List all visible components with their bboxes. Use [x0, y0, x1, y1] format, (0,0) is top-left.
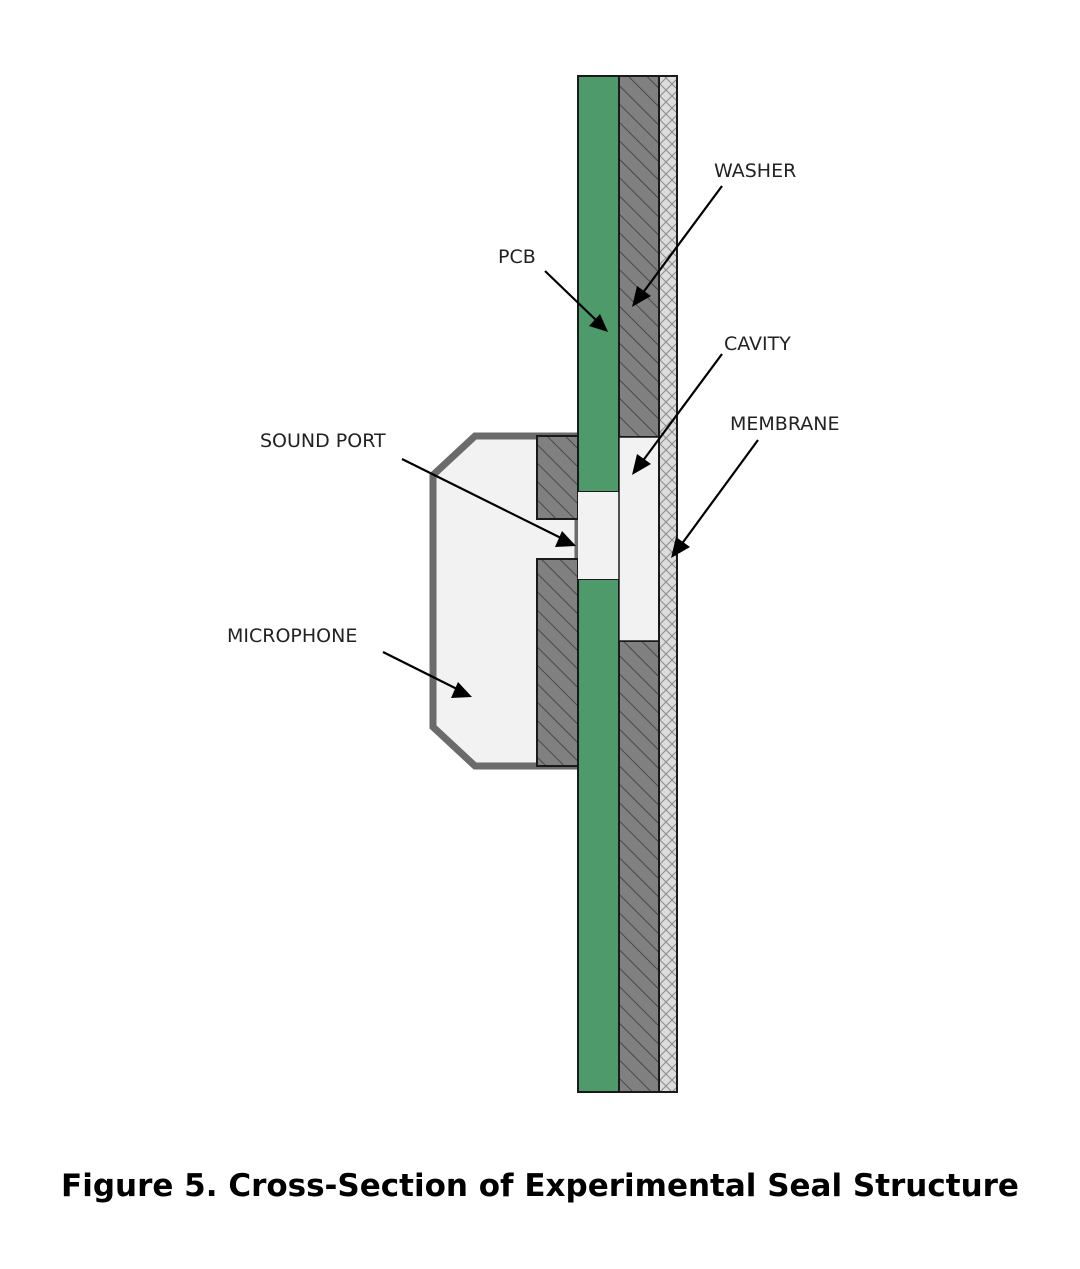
washer-lower [618, 640, 660, 1093]
washer-label: WASHER [714, 160, 796, 182]
sound-port-arrow [401, 458, 564, 540]
pcb-layer-upper [577, 75, 620, 493]
sound-port-opening [578, 492, 619, 579]
membrane-arrow [680, 439, 759, 546]
leader-arrows [382, 185, 759, 698]
cavity-arrowhead [632, 454, 651, 475]
sound-port-arrowhead [555, 531, 576, 547]
washer-arrowhead [632, 286, 651, 307]
pcb-label: PCB [498, 246, 536, 268]
figure-caption: Figure 5. Cross-Section of Experimental … [61, 1168, 1019, 1204]
membrane-label: MEMBRANE [730, 413, 839, 435]
membrane-layer [658, 75, 678, 1093]
sound-port-label: SOUND PORT [260, 430, 386, 452]
pcb-arrow [544, 270, 599, 323]
cavity-arrow [641, 353, 723, 463]
microphone-arrow [382, 651, 460, 691]
cavity-label: CAVITY [724, 333, 791, 355]
washer-arrow [641, 185, 723, 295]
microphone-arrowhead [451, 682, 472, 698]
pcb-layer-lower [577, 578, 620, 1093]
microphone-gasket-upper [536, 435, 579, 520]
pcb-arrowhead [589, 314, 608, 332]
microphone-gasket-lower [536, 558, 579, 767]
washer-upper [618, 75, 660, 438]
microphone-label: MICROPHONE [227, 625, 357, 647]
membrane-arrowhead [671, 537, 690, 558]
